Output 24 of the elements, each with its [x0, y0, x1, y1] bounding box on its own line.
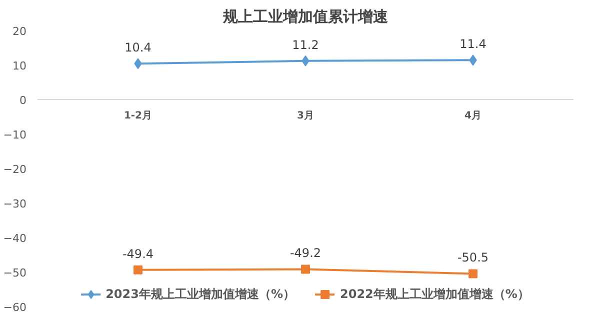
- y-tick-label: −10: [3, 128, 27, 142]
- y-tick-label: 20: [12, 25, 27, 38]
- data-label: 11.2: [292, 38, 319, 52]
- data-label: -50.5: [457, 250, 489, 265]
- x-tick-label: 1-2月: [124, 110, 152, 122]
- x-tick-label: 4月: [464, 110, 482, 122]
- point: [468, 269, 478, 278]
- y-tick-label: −40: [3, 232, 27, 245]
- point: [134, 265, 142, 274]
- x-tick-label: 3月: [297, 110, 314, 122]
- chart-title: 规上工业增加值累计增速: [222, 8, 389, 26]
- y-tick-label: 10: [12, 60, 27, 72]
- y-tick-label: −20: [3, 163, 27, 176]
- y-tick-label: −30: [3, 198, 27, 210]
- y-tick-label: 0: [20, 94, 26, 107]
- data-label: 10.4: [124, 40, 152, 55]
- data-label: -49.4: [122, 246, 154, 261]
- data-label: -49.2: [290, 246, 322, 260]
- legend-label: 2023年规上工业增加值增速（%）: [106, 286, 295, 302]
- point: [301, 264, 310, 274]
- data-label: 11.4: [460, 37, 486, 52]
- legend-label: 2022年规上工业增加值增速（%）: [340, 286, 530, 302]
- y-tick-label: −50: [3, 266, 27, 280]
- y-tick-label: −60: [3, 301, 27, 314]
